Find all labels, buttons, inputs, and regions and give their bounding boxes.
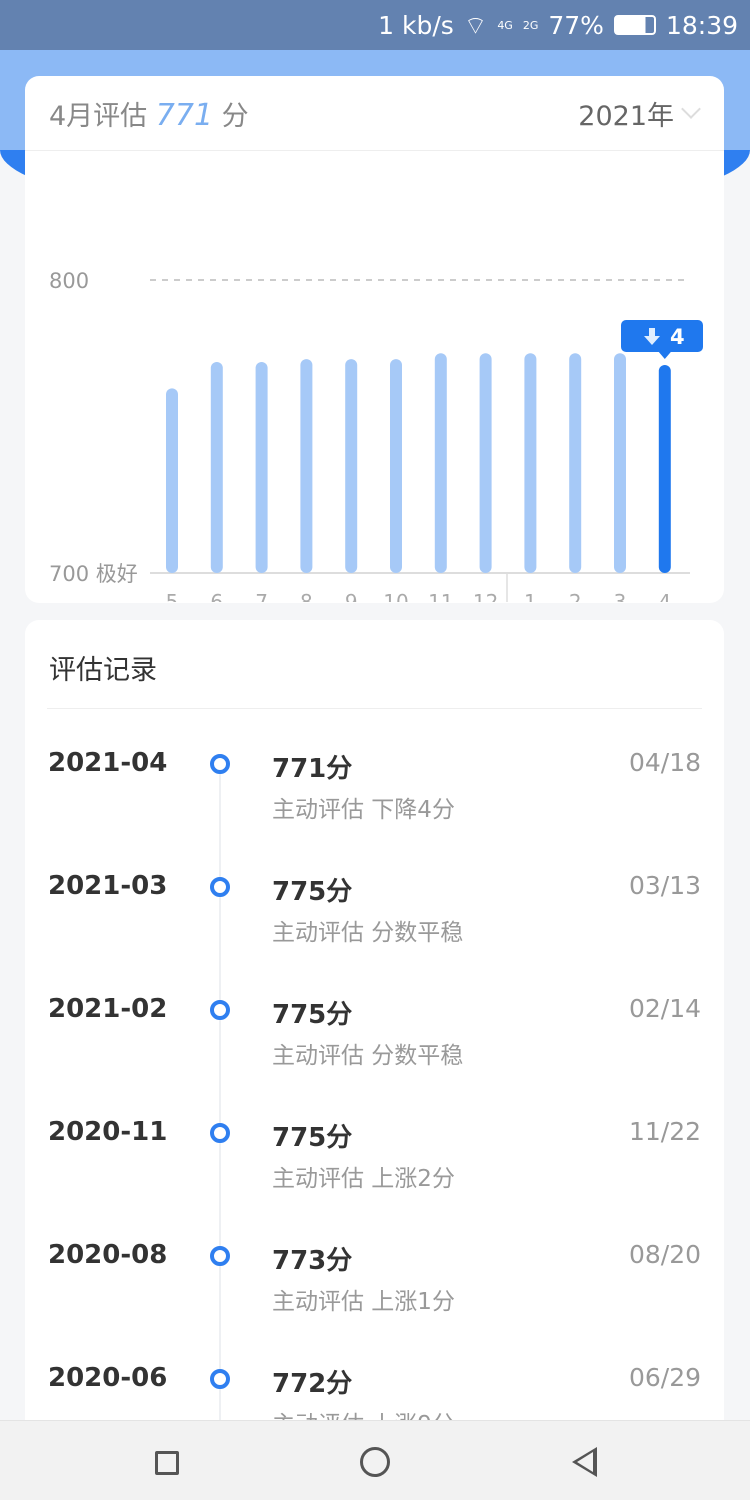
clock: 18:39 [665,10,738,40]
timeline-dot-icon [210,1000,230,1020]
x-tick-label: 1 [524,590,537,602]
x-tick-label: 3 [614,590,627,602]
bar [166,388,178,573]
bar [390,359,402,573]
network-speed: 1 kb/s [378,10,454,40]
bar [345,359,358,573]
bar [658,364,671,573]
record-month: 2020-06 [48,1363,168,1393]
record-date: 04/18 [628,748,701,777]
change-badge [621,320,703,352]
y-tick-label: 800 [49,269,89,293]
record-desc: 主动评估 分数平稳 [272,920,464,946]
month-score-summary: 4月评估 771 分 [49,94,249,133]
record-score: 775分 [272,1000,353,1030]
battery-percent: 77% [548,10,604,40]
record-date: 06/29 [628,1363,701,1392]
x-tick-label: 2 [569,590,582,602]
timeline-dot-icon [210,754,230,774]
bar [614,353,626,573]
summary-suffix: 分 [221,100,249,132]
score-chart-card: 4月评估 771 分 2021年 800 700 极好 5 6 7 8 9 10 11 12 1 2 3… [25,76,724,603]
record-score: 773分 [272,1246,353,1276]
record-date: 11/22 [628,1117,701,1146]
change-value: 4 [670,325,685,349]
badge-pointer [658,352,671,359]
x-tick-label: 7 [255,590,268,602]
record-score: 775分 [272,1123,353,1153]
record-month: 2021-04 [48,748,168,778]
arrow-down-icon [644,328,660,345]
year-selector[interactable]: 2021年 [578,94,701,133]
record-score: 772分 [272,1369,353,1399]
record-month: 2020-08 [48,1240,168,1270]
record-desc: 主动评估 上涨1分 [272,1289,455,1315]
record-month: 2021-03 [48,871,168,901]
record-desc: 主动评估 分数平稳 [272,1043,464,1069]
record-item[interactable]: 2020-06 772分 主动评估 上涨9分 06/29 [25,1363,724,1440]
signal-2g-icon: 2G [522,18,539,32]
record-item[interactable]: 2021-03 775分 主动评估 分数平稳 03/13 [25,871,724,1008]
timeline-dot-icon [210,877,230,897]
x-tick-label: 4 [658,590,671,602]
record-date: 03/13 [628,871,701,900]
x-tick-label: 12 [473,590,498,602]
record-score: 775分 [272,877,353,907]
battery-icon [613,15,656,35]
bar [569,353,582,573]
bar [300,359,313,573]
timeline-dot-icon [210,1369,230,1389]
record-month: 2020-11 [48,1117,168,1147]
timeline-line [219,760,221,1440]
records-card: 评估记录 2021-04 771分 主动评估 下降4分 04/18 2021-03… [25,620,724,1440]
bar [434,353,447,573]
records-title: 评估记录 [49,655,157,686]
record-desc: 主动评估 下降4分 [272,797,455,823]
bar [479,353,492,573]
divider [47,708,702,709]
bar [210,362,223,573]
record-date: 02/14 [628,994,701,1023]
timeline-dot-icon [210,1246,230,1266]
record-desc: 主动评估 上涨2分 [272,1166,455,1192]
record-item[interactable]: 2020-08 773分 主动评估 上涨1分 08/20 [25,1240,724,1377]
x-tick-label: 5 [166,590,179,602]
x-tick-label: 8 [300,590,313,602]
bar [255,362,268,573]
x-tick-label: 6 [210,590,223,602]
x-tick-label: 9 [345,590,358,602]
back-icon-inner [577,1452,593,1472]
home-button[interactable] [360,1447,390,1477]
record-item[interactable]: 2021-04 771分 主动评估 下降4分 04/18 [25,748,724,885]
timeline-dot-icon [210,1123,230,1143]
y-tick-label: 700 极好 [49,562,138,586]
x-tick-label: 11 [428,590,453,602]
year-label: 2021年 [578,100,674,132]
record-score: 771分 [272,754,353,784]
x-tick-label: 10 [383,590,408,602]
record-date: 08/20 [628,1240,701,1269]
status-bar: 1 kb/s ⌔ 4G 2G 77% 18:39 [0,0,750,50]
bar [524,353,537,573]
chevron-down-icon [681,99,701,119]
record-month: 2021-02 [48,994,168,1024]
record-item[interactable]: 2021-02 775分 主动评估 分数平稳 02/14 [25,994,724,1131]
summary-prefix: 4月评估 [49,100,148,132]
summary-score: 771 [155,97,214,133]
navigation-bar [0,1420,750,1500]
wifi-icon: ⌔ [463,10,488,40]
signal-4g-icon: 4G [497,18,513,32]
record-item[interactable]: 2020-11 775分 主动评估 上涨2分 11/22 [25,1117,724,1254]
recent-apps-button[interactable] [155,1451,179,1475]
